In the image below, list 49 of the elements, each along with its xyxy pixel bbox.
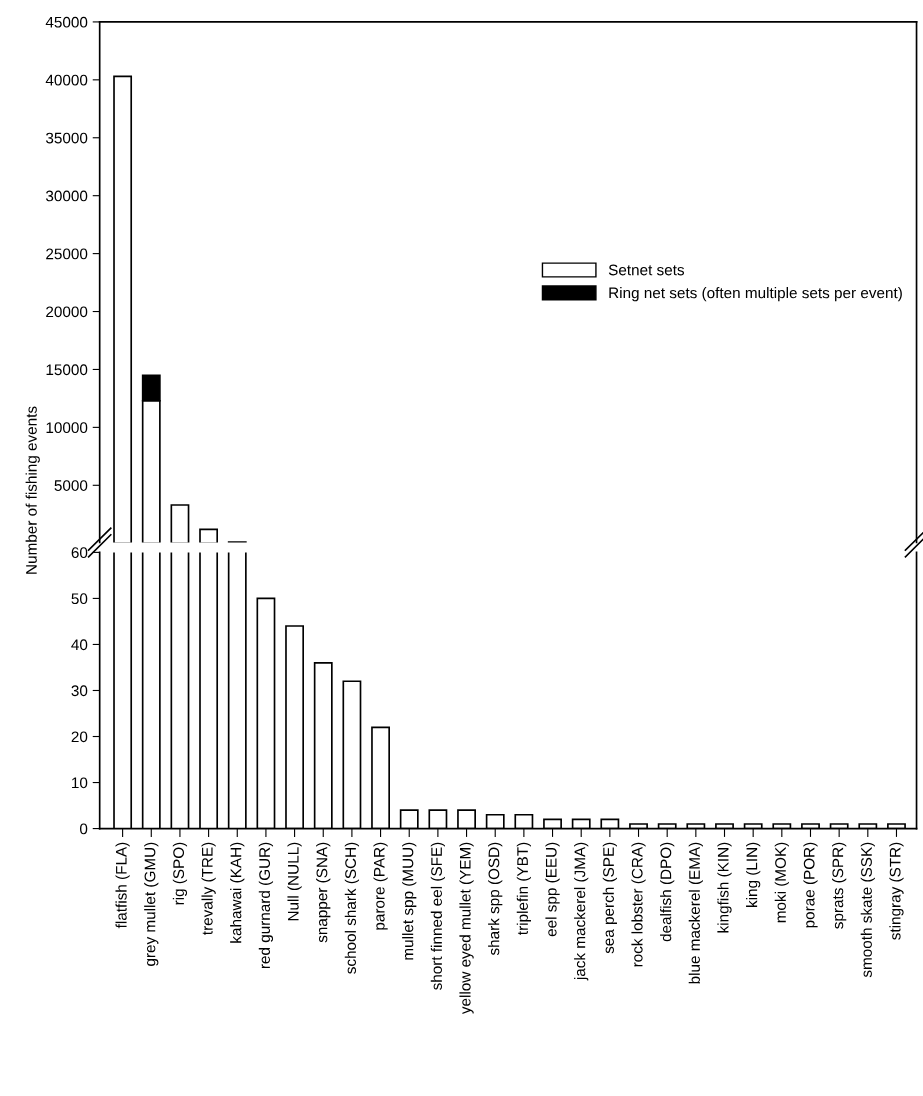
x-tick-label: mullet spp (MUU) xyxy=(402,842,417,960)
y-tick-label: 15000 xyxy=(46,364,88,376)
y-tick-label: 30000 xyxy=(45,190,88,202)
y-tick-label: 45000 xyxy=(45,16,88,28)
x-tick-label: shark spp (OSD) xyxy=(488,842,503,956)
y-tick-label: 35000 xyxy=(45,132,88,144)
x-tick-label: dealfish (DPO) xyxy=(660,842,675,942)
x-tick-label: short finned eel (SFE) xyxy=(430,842,445,990)
y-tick-label: 30 xyxy=(71,685,88,697)
x-tick-label: trevally (TRE) xyxy=(201,842,216,935)
y-tick-label: 5000 xyxy=(54,480,88,491)
bar xyxy=(199,528,219,543)
y-tick-label: 60 xyxy=(71,547,88,559)
x-tick-label: jack mackerel (JMA) xyxy=(574,842,589,981)
x-tick-label: rock lobster (CRA) xyxy=(631,842,646,967)
y-tick-label: 0 xyxy=(79,823,88,835)
x-tick-label: grey mullet (GMU) xyxy=(144,842,159,966)
y-axis-title: Number of fishing events xyxy=(25,406,40,574)
x-tick-label: king (LIN) xyxy=(746,842,761,907)
x-tick-label: eel spp (EEU) xyxy=(545,842,560,937)
y-tick-label: 40 xyxy=(71,639,88,651)
bar xyxy=(170,504,190,543)
x-tick-label: parore (PAR) xyxy=(373,842,388,930)
x-tick-label: snapper (SNA) xyxy=(316,842,331,943)
x-tick-label: moki (MOK) xyxy=(774,842,789,923)
x-tick-label: sprats (SPR) xyxy=(832,842,847,929)
y-tick-label: 20000 xyxy=(46,306,88,318)
y-tick-label: 40000 xyxy=(45,74,88,86)
x-tick-label: stingray (STR) xyxy=(889,842,904,940)
y-tick-label: 20 xyxy=(71,731,88,743)
y-tick-label: 50 xyxy=(71,593,88,605)
x-tick-label: sea perch (SPE) xyxy=(602,842,617,954)
x-tick-label: triplefin (YBT) xyxy=(516,842,531,935)
x-tick-label: school shark (SCH) xyxy=(344,842,360,974)
x-tick-label: smooth skate (SSK) xyxy=(860,842,875,978)
x-tick-label: kingfish (KIN) xyxy=(717,842,732,933)
y-tick-label: 25000 xyxy=(46,248,88,260)
y-tick-label: 10 xyxy=(72,777,88,789)
x-tick-label: rig (SPO) xyxy=(172,842,188,905)
x-tick-label: Null (NULL) xyxy=(287,842,302,921)
x-tick-label: flatfish (FLA) xyxy=(115,842,130,929)
y-tick-label: 10000 xyxy=(46,422,88,434)
x-tick-label: red gurnard (GUR) xyxy=(258,842,274,969)
x-tick-label: porae (POR) xyxy=(803,842,818,928)
x-tick-label: yellow eyed mullet (YEM) xyxy=(459,842,474,1015)
x-tick-label: blue mackerel (EMA) xyxy=(688,842,703,984)
x-tick-label: kahawai (KAH) xyxy=(230,842,245,943)
legend-label: Ring net sets (often multiple sets per event) xyxy=(609,287,902,302)
legend-label: Setnet sets xyxy=(608,264,685,276)
